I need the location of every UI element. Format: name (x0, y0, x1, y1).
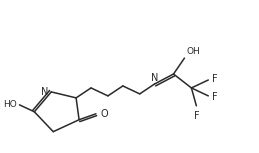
Text: HO: HO (3, 100, 17, 109)
Text: N: N (41, 87, 48, 97)
Text: N: N (151, 73, 158, 83)
Text: OH: OH (186, 47, 200, 56)
Text: F: F (193, 111, 199, 121)
Text: O: O (101, 109, 109, 119)
Text: F: F (212, 74, 218, 84)
Text: F: F (212, 92, 218, 102)
